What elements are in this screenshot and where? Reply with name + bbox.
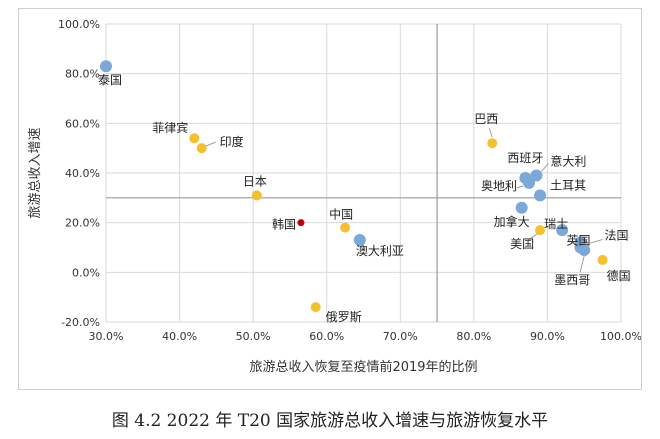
data-point [515, 201, 528, 214]
data-point [189, 133, 200, 144]
point-label: 西班牙 [507, 151, 543, 165]
leader-line [579, 255, 585, 273]
x-axis-label: 旅游总收入恢复至疫情前2019年的比例 [249, 359, 477, 375]
data-point [578, 243, 591, 256]
x-tick-label: 40.0% [162, 330, 197, 343]
point-label: 瑞士 [544, 217, 568, 231]
point-label: 泰国 [98, 73, 122, 87]
data-point [100, 60, 112, 73]
leader-line [585, 239, 603, 245]
point-label: 巴西 [474, 112, 498, 126]
figure-caption: 图 4.2 2022 年 T20 国家旅游总收入增速与旅游恢复水平 [111, 411, 549, 431]
point-label: 印度 [220, 134, 244, 149]
data-point [251, 190, 262, 201]
leader-line [205, 141, 216, 147]
y-tick-label: 40.0% [65, 167, 100, 180]
x-tick-label: 30.0% [89, 330, 124, 343]
point-label: 韩国 [272, 217, 296, 232]
point-label: 土耳其 [550, 178, 586, 192]
x-tick-label: 60.0% [309, 330, 344, 343]
point-label: 墨西哥 [554, 273, 590, 287]
point-label: 菲律宾 [152, 120, 188, 135]
point-label: 俄罗斯 [326, 310, 362, 324]
y-axis-label: 旅游总收入增速 [28, 127, 43, 218]
point-label: 奥地利 [481, 179, 517, 193]
x-tick-label: 70.0% [383, 330, 418, 343]
leader-line [541, 163, 549, 172]
y-tick-label: 0.0% [72, 266, 100, 279]
y-tick-label: 80.0% [65, 68, 100, 81]
y-tick-label: 60.0% [65, 117, 100, 130]
y-tick-label: 100.0% [58, 18, 100, 31]
leader-line [527, 233, 538, 241]
x-tick-label: 50.0% [236, 330, 271, 343]
x-tick-label: 90.0% [530, 330, 565, 343]
leader-line [516, 185, 524, 189]
point-label: 日本 [243, 174, 267, 188]
y-tick-label: 20.0% [65, 217, 100, 230]
point-label: 英国 [567, 234, 591, 248]
point-label: 美国 [510, 237, 534, 251]
x-tick-label: 100.0% [600, 330, 641, 343]
data-point [535, 225, 546, 236]
scatter-chart: 30.0% 40.0% 50.0% 60.0% 70.0% 80.0% 90.0% 100.0… [28, 18, 642, 375]
data-point [530, 169, 543, 182]
data-point [597, 254, 608, 265]
point-label: 加拿大 [494, 214, 530, 229]
point-label: 德国 [607, 268, 631, 283]
leader-line [488, 128, 493, 138]
data-point [310, 302, 321, 313]
point-label: 法国 [605, 229, 629, 243]
point-label: 澳大利亚 [356, 244, 404, 258]
data-point [534, 189, 547, 202]
x-tick-label: 80.0% [456, 330, 491, 343]
y-tick-label: -20.0% [61, 316, 100, 329]
data-point [340, 222, 351, 233]
data-point [523, 176, 536, 189]
data-point [353, 234, 366, 247]
data-point [487, 138, 498, 149]
data-point [196, 143, 207, 154]
data-point [556, 224, 569, 237]
point-label: 意大利 [550, 153, 586, 168]
point-label: 中国 [329, 207, 353, 222]
data-point [297, 219, 305, 227]
chart-frame: 30.0% 40.0% 50.0% 60.0% 70.0% 80.0% 90.0% 100.0… [18, 8, 642, 390]
